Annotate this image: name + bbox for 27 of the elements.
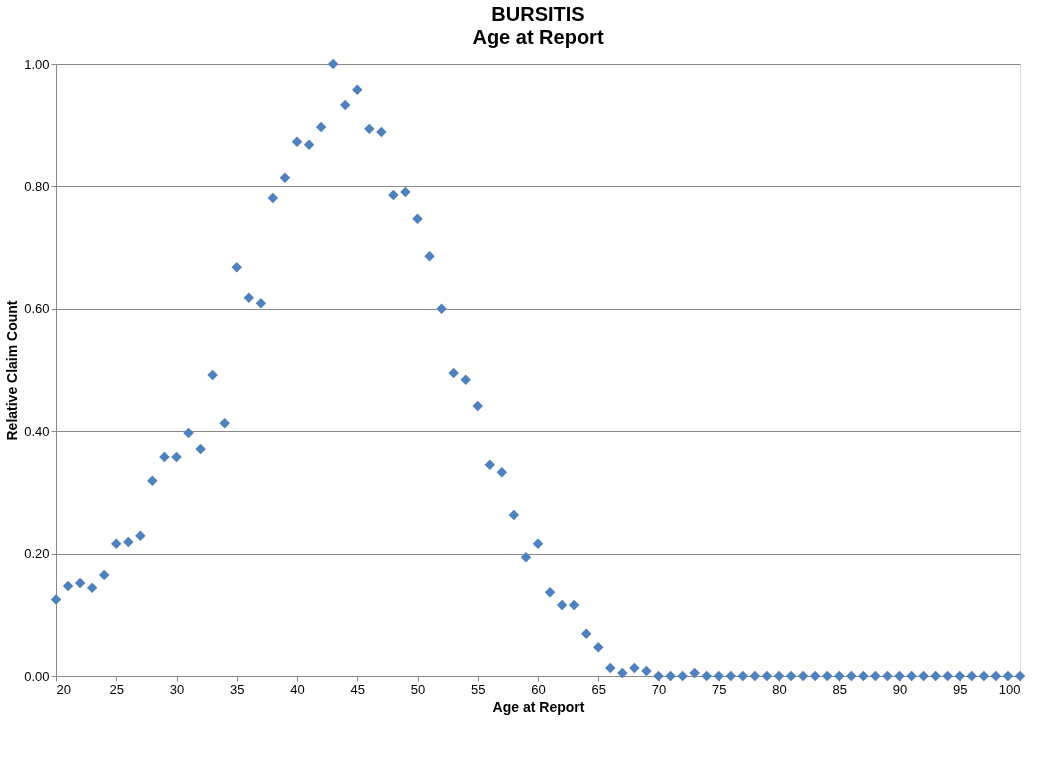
x-tick-label: 100 [998, 681, 1021, 697]
x-tick-label: 35 [230, 681, 245, 697]
x-tick-label: 45 [350, 681, 365, 697]
y-tick-label: 0.20 [24, 546, 50, 562]
x-tick-label: 95 [953, 681, 968, 697]
chart-subtitle: Age at Report [472, 26, 604, 48]
x-tick-label: 65 [591, 681, 606, 697]
x-tick-label: 30 [169, 681, 185, 697]
chart-title: BURSITIS [491, 3, 585, 25]
x-tick-label: 25 [109, 681, 124, 697]
y-tick-label: 0.60 [24, 301, 50, 317]
y-tick-label: 1.00 [24, 56, 50, 72]
x-tick-label: 50 [410, 681, 426, 697]
x-tick-label: 75 [712, 681, 727, 697]
y-tick-label: 0.00 [24, 668, 50, 684]
x-tick-label: 20 [56, 681, 71, 697]
x-axis-title: Age at Report [492, 698, 585, 715]
y-axis-title: Relative Claim Count [4, 300, 21, 441]
x-tick-label: 85 [832, 681, 847, 697]
x-tick-label: 80 [772, 681, 787, 697]
x-tick-label: 55 [471, 681, 486, 697]
x-tick-label: 60 [531, 681, 546, 697]
x-tick-label: 40 [290, 681, 305, 697]
x-tick-label: 90 [892, 681, 908, 697]
y-tick-label: 0.80 [24, 178, 50, 194]
y-tick-label: 0.40 [24, 423, 50, 439]
x-tick-label: 70 [651, 681, 667, 697]
